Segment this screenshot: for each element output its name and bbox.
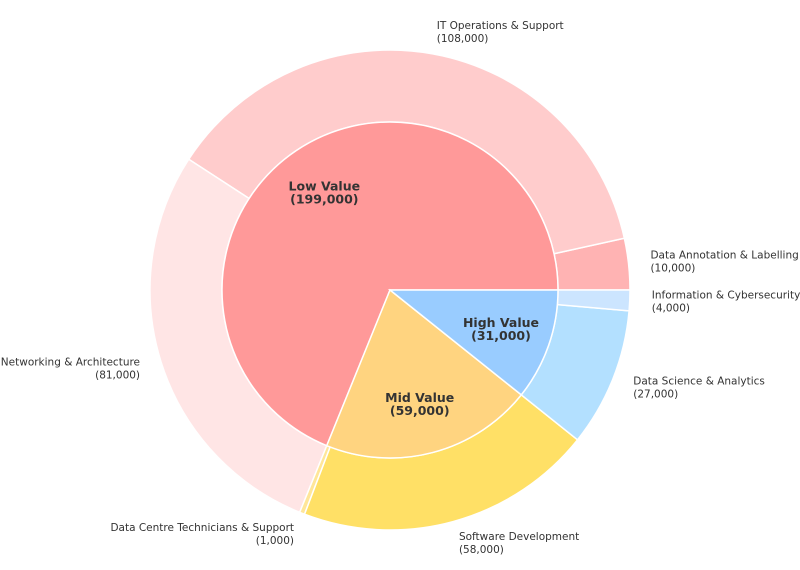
labels: Data Annotation & Labelling (10,000) IT Op… (1, 20, 800, 556)
inner-label-low-value: Low Value (199,000) (289, 178, 361, 206)
inner-wedge-low-value (221, 121, 559, 447)
outer-label-data-centre-technicians-support: Data Centre Technicians & Support (1,000) (110, 522, 294, 547)
outer-label-software-development: Software Development (58,000) (459, 531, 579, 556)
inner-label-high-value: High Value (31,000) (463, 315, 539, 343)
inner-wedge-mid-value (325, 288, 523, 459)
inner-wedge-high-value (387, 289, 559, 396)
outer-label-data-science-analytics: Data Science & Analytics (27,000) (633, 375, 765, 400)
outer-label-data-annotation-labelling: Data Annotation & Labelling (10,000) (650, 250, 798, 275)
outer-label-it-operations-support: IT Operations & Support (108,000) (437, 20, 564, 45)
outer-label-information-cybersecurity: Information & Cybersecurity (4,000) (652, 289, 800, 314)
inner-ring (221, 121, 559, 459)
inner-label-mid-value: Mid Value (59,000) (385, 390, 454, 418)
outer-label-networking-architecture: Networking & Architecture (81,000) (1, 357, 140, 382)
